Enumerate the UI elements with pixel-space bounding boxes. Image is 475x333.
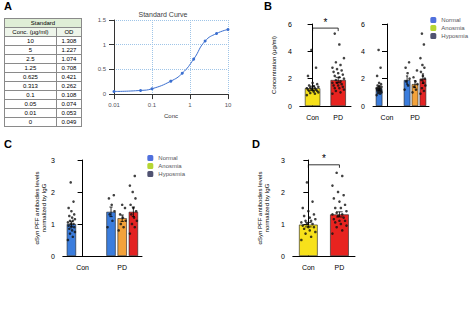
html-text:10: 10 <box>27 38 34 44</box>
svg-text:1.5: 1.5 <box>98 17 107 23</box>
svg-text:PD: PD <box>333 114 343 121</box>
html-text:A: A <box>4 0 12 12</box>
svg-text:1: 1 <box>103 42 107 48</box>
html-text:OD: OD <box>64 29 74 35</box>
svg-text:0: 0 <box>361 103 365 110</box>
svg-text:2: 2 <box>51 189 55 196</box>
svg-text:normalized by IgG: normalized by IgG <box>264 183 270 232</box>
svg-text:0: 0 <box>288 103 292 110</box>
svg-text:Hyposmia: Hyposmia <box>158 171 185 177</box>
svg-text:6: 6 <box>288 21 292 28</box>
svg-text:PD: PD <box>117 264 127 271</box>
html-text:0.708: 0.708 <box>61 65 77 71</box>
html-text:0.049: 0.049 <box>61 119 77 125</box>
html-text:0.313: 0.313 <box>22 83 38 89</box>
svg-text:Normal: Normal <box>158 155 177 161</box>
html-text:0.053: 0.053 <box>61 110 77 116</box>
svg-text:Con: Con <box>381 114 394 121</box>
html-text:C: C <box>4 138 12 150</box>
svg-text:Anosmia: Anosmia <box>158 163 182 169</box>
svg-text:1: 1 <box>188 102 192 108</box>
html-text:0.625: 0.625 <box>22 74 38 80</box>
svg-text:Standard Curve: Standard Curve <box>138 11 187 18</box>
svg-text:4: 4 <box>288 48 292 55</box>
html-text:0.01: 0.01 <box>24 110 37 116</box>
html-text:0.074: 0.074 <box>61 101 77 107</box>
svg-text:normalized by IgG: normalized by IgG <box>41 183 47 232</box>
svg-text:0.01: 0.01 <box>108 102 120 108</box>
svg-text:1: 1 <box>51 221 55 228</box>
svg-text:Normal: Normal <box>441 17 460 23</box>
html-text:0.108: 0.108 <box>61 92 77 98</box>
svg-text:Con: Con <box>302 264 315 271</box>
html-text:0.05: 0.05 <box>24 101 37 107</box>
html-text:Standard: Standard <box>30 20 56 26</box>
svg-text:*: * <box>323 17 327 28</box>
svg-text:Con: Con <box>76 264 89 271</box>
svg-text:3: 3 <box>51 157 55 164</box>
html-text:0.262: 0.262 <box>61 83 77 89</box>
svg-text:αSyn PFF antibodies levels: αSyn PFF antibodies levels <box>34 172 40 245</box>
html-text:0.421: 0.421 <box>61 74 77 80</box>
svg-text:0.5: 0.5 <box>98 66 107 72</box>
html-text:1.25: 1.25 <box>24 65 37 71</box>
svg-text:αSyn PFF antibodies levels: αSyn PFF antibodies levels <box>257 172 263 245</box>
html-text:D: D <box>252 138 260 150</box>
html-text:1.227: 1.227 <box>61 47 77 53</box>
svg-text:PD: PD <box>335 264 345 271</box>
svg-text:Anosmia: Anosmia <box>441 25 465 31</box>
svg-text:2: 2 <box>288 75 292 82</box>
html-text:B: B <box>264 0 272 12</box>
svg-text:0: 0 <box>281 253 285 260</box>
svg-text:Concentration (μg/ml): Concentration (μg/ml) <box>271 36 277 94</box>
html-text:0.1: 0.1 <box>26 92 35 98</box>
html-text:1.074: 1.074 <box>61 56 77 62</box>
html-text:5: 5 <box>28 47 33 53</box>
html-text:1.308: 1.308 <box>61 38 77 44</box>
svg-text:1: 1 <box>281 221 285 228</box>
html-text:0: 0 <box>28 119 33 125</box>
svg-text:PD: PD <box>410 114 420 121</box>
svg-text:10: 10 <box>225 102 232 108</box>
svg-text:2: 2 <box>281 189 285 196</box>
svg-text:0: 0 <box>103 91 107 97</box>
svg-text:6: 6 <box>361 21 365 28</box>
svg-text:*: * <box>322 153 326 164</box>
svg-text:Con: Con <box>306 114 319 121</box>
svg-text:4: 4 <box>361 48 365 55</box>
svg-text:Hyposmia: Hyposmia <box>441 33 468 39</box>
svg-text:0: 0 <box>51 253 55 260</box>
html-text:2.5: 2.5 <box>26 56 35 62</box>
html-text:Conc. (μg/ml): Conc. (μg/ml) <box>12 29 49 35</box>
svg-text:3: 3 <box>281 157 285 164</box>
svg-text:2: 2 <box>361 75 365 82</box>
svg-text:Conc: Conc <box>164 113 178 119</box>
svg-text:0.1: 0.1 <box>148 102 157 108</box>
